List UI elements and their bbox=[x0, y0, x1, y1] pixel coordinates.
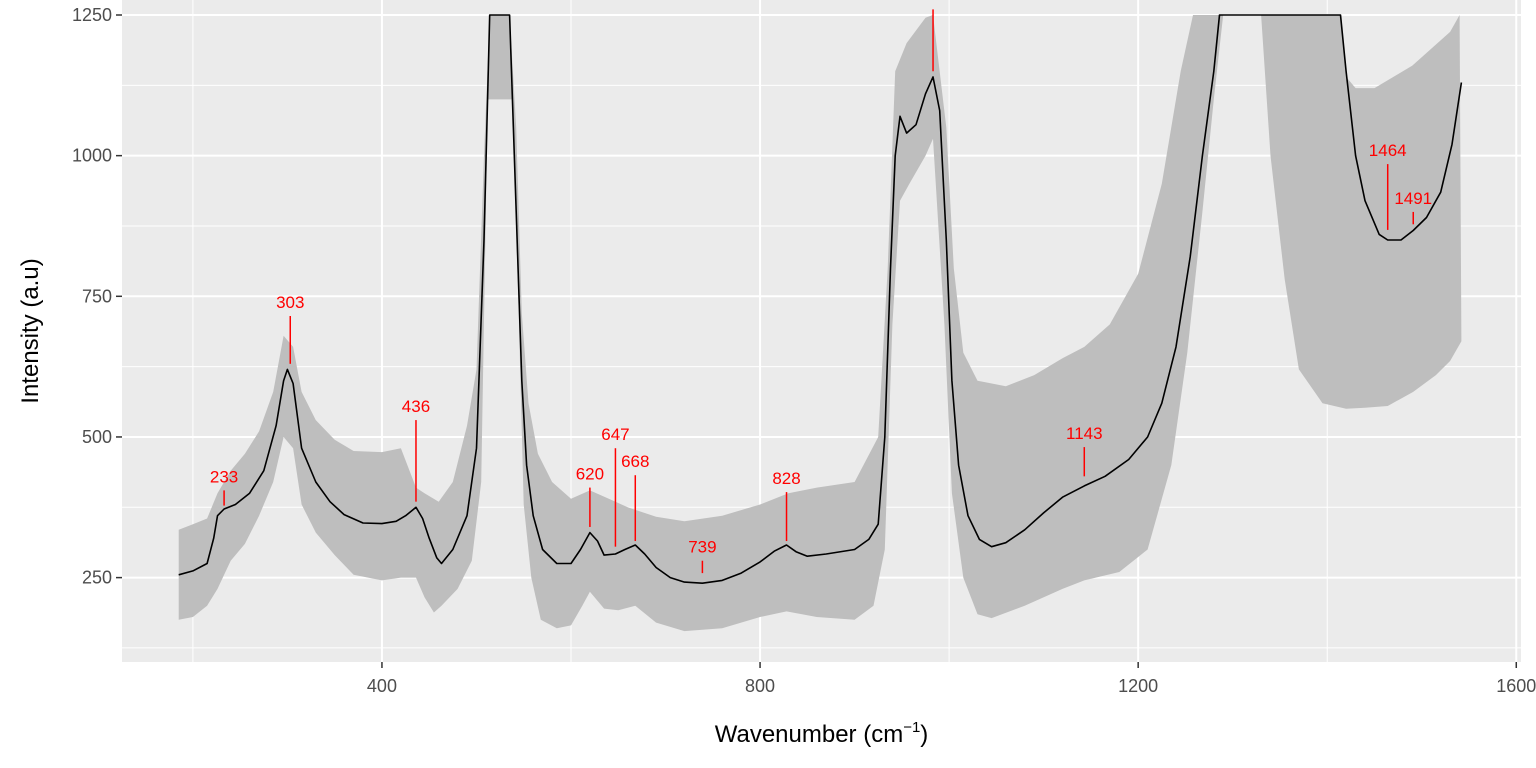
peak-label-436: 436 bbox=[402, 397, 430, 416]
peak-label-303: 303 bbox=[276, 293, 304, 312]
confidence-ribbon bbox=[178, 15, 1462, 632]
x-tick-label: 1600 bbox=[1496, 676, 1536, 696]
y-tick-label: 250 bbox=[82, 568, 112, 588]
x-axis-title: Wavenumber (cm−1) bbox=[715, 719, 929, 748]
peak-label-620: 620 bbox=[576, 465, 604, 484]
axis-ticks bbox=[116, 14, 1518, 668]
y-tick-label: 1250 bbox=[72, 5, 112, 25]
peak-label-739: 739 bbox=[688, 538, 716, 557]
y-tick-label: 500 bbox=[82, 427, 112, 447]
y-tick-label: 750 bbox=[82, 286, 112, 306]
x-axis-title-main: Wavenumber (cm bbox=[715, 721, 903, 748]
peak-label-828: 828 bbox=[772, 469, 800, 488]
mean-spectrum-line bbox=[178, 14, 1463, 584]
x-tick-label: 800 bbox=[745, 676, 775, 696]
peak-label-233: 233 bbox=[210, 467, 238, 486]
y-tick-label: 1000 bbox=[72, 146, 112, 166]
peak-label-1491: 1491 bbox=[1394, 189, 1432, 208]
tick-labels: 400 800 1200 1600 250 500 750 1000 1250 bbox=[72, 5, 1536, 696]
peak-label-668: 668 bbox=[621, 452, 649, 471]
peak-annotations: 233 303 436 620 647 668 739 828 1143 1464 1491 bbox=[210, 9, 1432, 574]
x-axis-title-superscript: −1 bbox=[903, 719, 920, 736]
peak-label-1464: 1464 bbox=[1369, 141, 1407, 160]
peak-label-1143: 1143 bbox=[1066, 424, 1103, 443]
plot-area bbox=[178, 14, 1463, 632]
x-tick-label: 1200 bbox=[1118, 676, 1158, 696]
x-tick-label: 400 bbox=[367, 676, 397, 696]
y-axis-title: Intensity (a.u) bbox=[17, 258, 44, 403]
x-axis-title-close: ) bbox=[920, 721, 928, 748]
peak-label-647: 647 bbox=[601, 425, 629, 444]
